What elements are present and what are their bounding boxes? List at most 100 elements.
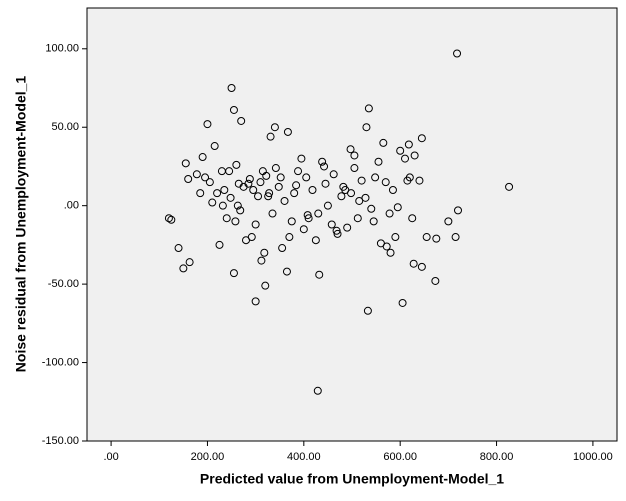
point [385,209,394,218]
point [401,154,409,163]
x-axis-title: Predicted value from Unemployment-Model_… [200,471,504,487]
point [453,49,462,58]
point [283,127,292,136]
point [337,192,346,201]
point [220,185,229,194]
point [282,267,291,276]
point [231,217,240,226]
point [232,160,241,169]
point [249,185,258,194]
point [403,176,412,185]
point [391,233,400,242]
point [185,258,194,267]
point [205,178,214,187]
point [203,120,212,129]
point [321,179,330,188]
x-tick-label: 200.00 [191,451,225,463]
point [303,211,312,220]
point [333,229,342,238]
point [262,171,271,180]
point [237,116,246,125]
point [350,164,359,173]
point [386,248,395,257]
point [313,386,322,395]
point [264,192,273,201]
point [311,236,320,245]
point [404,140,413,149]
point [374,157,383,166]
y-tick-label: .00 [64,200,79,212]
x-tick-label: 400.00 [287,451,321,463]
point [367,204,376,213]
point [355,196,364,205]
point [327,220,336,229]
point [226,193,235,202]
point [505,182,514,191]
y-tick-label: 50.00 [51,121,79,133]
point [432,234,441,243]
point [287,217,296,226]
point [314,209,323,218]
point [285,233,294,242]
point [299,225,308,234]
point [192,170,201,179]
point [196,189,205,198]
point [371,173,380,182]
point [234,179,243,188]
point [396,146,405,155]
point [210,142,219,151]
point [270,123,279,132]
point [320,162,329,171]
point [415,176,424,185]
point [364,104,373,113]
plot-area [86,7,618,442]
point [410,151,419,160]
point [245,175,254,184]
x-tick-label: 800.00 [480,451,514,463]
point [227,84,236,93]
point [213,189,222,198]
point [451,233,460,242]
point [174,244,183,253]
point [290,189,299,198]
point [422,233,431,242]
point [276,173,285,182]
point [179,264,188,273]
point [251,220,260,229]
point [181,159,190,168]
point [369,217,378,226]
point [233,201,242,210]
point [353,214,362,223]
point [198,153,207,162]
point [361,193,370,202]
point [280,196,289,205]
point [454,206,462,215]
point [343,223,352,232]
point [260,248,269,257]
point [261,281,270,290]
point [417,134,426,143]
point [292,181,301,190]
point [398,298,407,307]
point [265,189,274,198]
point [274,182,283,191]
point [408,214,417,223]
point [332,226,341,235]
point [201,173,210,182]
point [318,157,327,166]
point [222,214,231,223]
point [304,214,313,223]
x-tick-label: 1000.00 [573,451,613,463]
point [254,192,263,201]
point [218,201,227,210]
point [208,198,217,207]
x-tick-label: 600.00 [383,451,417,463]
point [225,167,234,176]
point [315,270,324,279]
y-tick-label: -50.00 [48,278,79,290]
y-tick-label: -100.00 [42,356,79,368]
point [251,297,260,306]
point [363,306,372,315]
